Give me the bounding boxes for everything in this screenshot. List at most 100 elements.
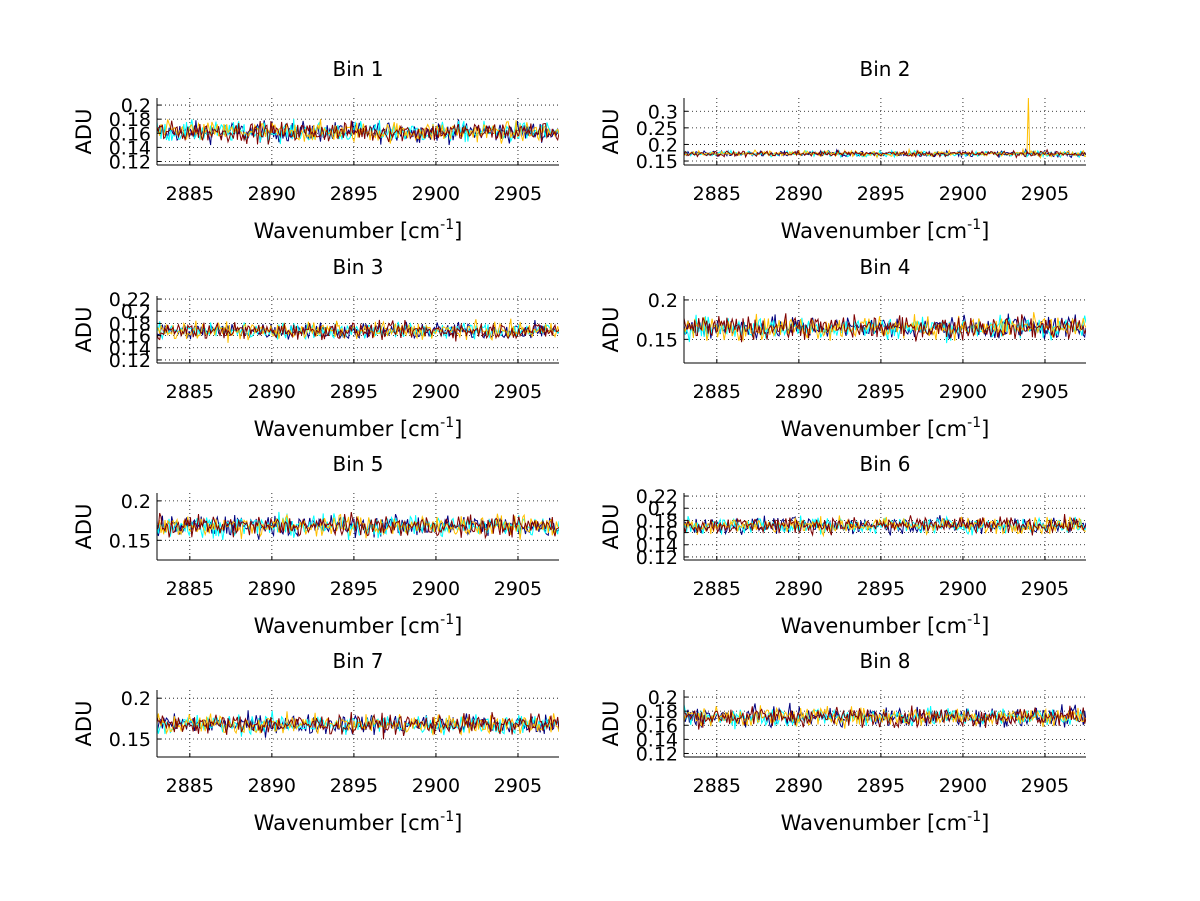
y-tick-label: 0.2 — [648, 687, 678, 709]
y-axis-label: ADU — [72, 504, 96, 550]
subplot-7: 2885 2890 2895 2900 2905 0.15 0.2 Bin 7 Wavenumb… — [72, 649, 559, 835]
x-tick-label: 2890 — [775, 183, 823, 205]
y-tick-label: 0.2 — [648, 498, 678, 520]
y-tick-label: 0.12 — [636, 547, 678, 569]
series-line-3 — [684, 312, 1086, 342]
y-tick-label: 0.16 — [636, 523, 678, 545]
x-tick-label: 2900 — [412, 578, 460, 600]
y-tick-label: 0.15 — [636, 151, 678, 173]
y-tick-label: 0.15 — [109, 729, 151, 751]
y-axis-label: ADU — [599, 307, 623, 353]
subplot-6: 2885 2890 2895 2900 2905 0.120.140.160.180.20… — [599, 452, 1086, 638]
x-tick-label: 2905 — [494, 183, 542, 205]
x-tick-label: 2885 — [166, 381, 214, 403]
y-axis-label: ADU — [72, 701, 96, 747]
y-tick-label: 0.18 — [636, 701, 678, 723]
y-tick-label: 0.2 — [121, 301, 151, 323]
x-tick-label: 2905 — [494, 381, 542, 403]
x-tick-label: 2900 — [939, 775, 987, 797]
x-tick-label: 2885 — [166, 578, 214, 600]
x-tick-label: 2895 — [330, 381, 378, 403]
x-tick-label: 2890 — [775, 775, 823, 797]
x-tick-label: 2900 — [939, 381, 987, 403]
y-axis-label: ADU — [72, 109, 96, 155]
y-tick-label: 0.14 — [109, 338, 151, 360]
x-tick-label: 2885 — [693, 578, 741, 600]
x-tick-label: 2900 — [939, 578, 987, 600]
y-tick-label: 0.12 — [636, 743, 678, 765]
x-axis-label: Wavenumber [cm-1] — [781, 809, 990, 835]
x-tick-label: 2895 — [857, 775, 905, 797]
x-tick-label: 2895 — [330, 183, 378, 205]
series-line-4 — [157, 512, 559, 540]
y-tick-label: 0.15 — [636, 329, 678, 351]
y-tick-label: 0.25 — [636, 118, 678, 140]
x-tick-label: 2890 — [248, 578, 296, 600]
x-tick-label: 2895 — [857, 578, 905, 600]
subplot-4: 2885 2890 2895 2900 2905 0.15 0.2 Bin 4 Wavenumb… — [599, 255, 1086, 441]
x-axis-label: Wavenumber [cm-1] — [254, 809, 463, 835]
y-axis-label: ADU — [599, 109, 623, 155]
subplot-title: Bin 8 — [859, 649, 910, 673]
y-tick-label: 0.18 — [636, 510, 678, 532]
y-tick-label: 0.2 — [121, 688, 151, 710]
y-axis-label: ADU — [72, 307, 96, 353]
y-tick-label: 0.12 — [109, 151, 151, 173]
series-line-3 — [157, 513, 559, 540]
series-line-4 — [684, 313, 1086, 343]
x-tick-label: 2890 — [775, 381, 823, 403]
y-tick-label: 0.2 — [121, 491, 151, 513]
y-tick-label: 0.3 — [648, 101, 678, 123]
y-tick-label: 0.22 — [636, 486, 678, 508]
x-axis-label: Wavenumber [cm-1] — [781, 217, 990, 243]
series-line-3 — [684, 705, 1086, 729]
subplot-8: 2885 2890 2895 2900 2905 0.120.140.160.180.2 B… — [599, 649, 1086, 835]
x-tick-label: 2885 — [693, 183, 741, 205]
x-tick-label: 2890 — [248, 381, 296, 403]
y-tick-label: 0.2 — [648, 290, 678, 312]
y-tick-label: 0.16 — [109, 326, 151, 348]
subplot-title: Bin 2 — [859, 57, 910, 81]
y-tick-label: 0.18 — [109, 313, 151, 335]
x-axis-label: Wavenumber [cm-1] — [254, 415, 463, 441]
x-tick-label: 2900 — [412, 381, 460, 403]
subplot-3: 2885 2890 2895 2900 2905 0.120.140.160.180.20… — [72, 255, 559, 441]
series-line-3 — [157, 711, 559, 736]
x-tick-label: 2905 — [1021, 578, 1069, 600]
series-line-4 — [684, 513, 1086, 537]
y-tick-label: 0.18 — [109, 109, 151, 131]
subplot-title: Bin 1 — [332, 57, 383, 81]
subplot-title: Bin 4 — [859, 255, 910, 279]
series-line-4 — [684, 705, 1086, 730]
y-tick-label: 0.14 — [636, 535, 678, 557]
x-axis-label: Wavenumber [cm-1] — [254, 612, 463, 638]
x-tick-label: 2905 — [1021, 775, 1069, 797]
y-tick-label: 0.2 — [648, 134, 678, 156]
subplot-2: 2885 2890 2895 2900 2905 0.150.20.250.3 Bin 2 W… — [599, 57, 1086, 243]
x-tick-label: 2905 — [1021, 381, 1069, 403]
series-line-3 — [157, 318, 559, 343]
series-line-3 — [157, 119, 559, 144]
series-line-4 — [157, 120, 559, 145]
subplot-title: Bin 3 — [332, 255, 383, 279]
y-tick-label: 0.16 — [109, 123, 151, 145]
series-line-2 — [684, 515, 1086, 536]
y-tick-label: 0.12 — [109, 350, 151, 372]
x-tick-label: 2885 — [166, 183, 214, 205]
y-tick-label: 0.14 — [109, 137, 151, 159]
series-line-4 — [684, 148, 1086, 159]
y-tick-label: 0.14 — [636, 729, 678, 751]
y-axis-label: ADU — [599, 504, 623, 550]
series-line-4 — [157, 319, 559, 342]
x-tick-label: 2890 — [248, 183, 296, 205]
y-axis-label: ADU — [599, 701, 623, 747]
x-tick-label: 2900 — [412, 183, 460, 205]
x-tick-label: 2900 — [412, 775, 460, 797]
subplot-title: Bin 5 — [332, 452, 383, 476]
x-axis-label: Wavenumber [cm-1] — [781, 612, 990, 638]
y-tick-label: 0.16 — [636, 715, 678, 737]
subplot-1: 2885 2890 2895 2900 2905 0.120.140.160.180.2 B… — [72, 57, 559, 243]
x-tick-label: 2890 — [248, 775, 296, 797]
x-tick-label: 2885 — [693, 775, 741, 797]
